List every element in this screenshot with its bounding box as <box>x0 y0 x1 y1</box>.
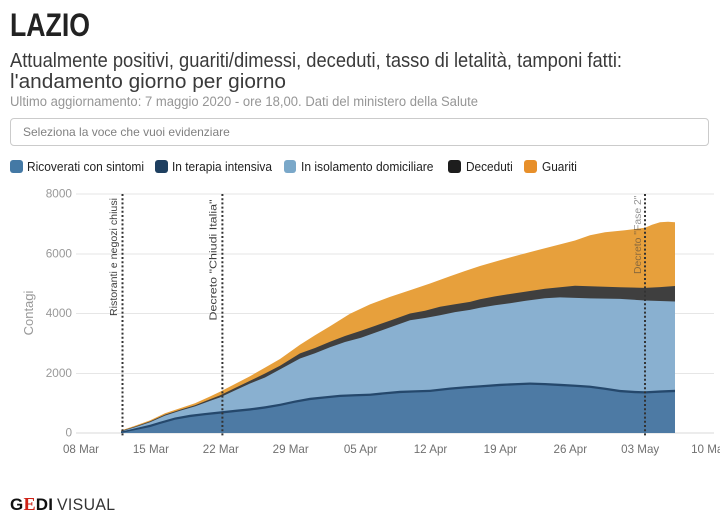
svg-text:Contagi: Contagi <box>21 290 36 335</box>
svg-text:29 Mar: 29 Mar <box>273 443 309 456</box>
svg-text:22 Mar: 22 Mar <box>203 443 239 456</box>
svg-text:0: 0 <box>65 426 72 440</box>
svg-text:Decreto "Fase 2": Decreto "Fase 2" <box>633 195 644 274</box>
svg-text:03 May: 03 May <box>621 443 659 456</box>
svg-text:15 Mar: 15 Mar <box>133 443 169 456</box>
svg-text:6000: 6000 <box>46 246 73 260</box>
svg-text:10 May: 10 May <box>691 443 720 456</box>
svg-text:12 Apr: 12 Apr <box>414 443 448 456</box>
svg-text:26 Apr: 26 Apr <box>554 443 588 456</box>
svg-text:2000: 2000 <box>46 366 73 380</box>
svg-text:19 Apr: 19 Apr <box>484 443 518 456</box>
svg-text:Decreto "Chiudi Italia": Decreto "Chiudi Italia" <box>209 199 220 321</box>
svg-text:05 Apr: 05 Apr <box>344 443 378 456</box>
svg-text:Ristoranti e negozi chiusi: Ristoranti e negozi chiusi <box>109 198 120 316</box>
svg-text:4000: 4000 <box>46 306 73 320</box>
svg-text:8000: 8000 <box>46 187 73 201</box>
svg-text:08 Mar: 08 Mar <box>63 443 99 456</box>
